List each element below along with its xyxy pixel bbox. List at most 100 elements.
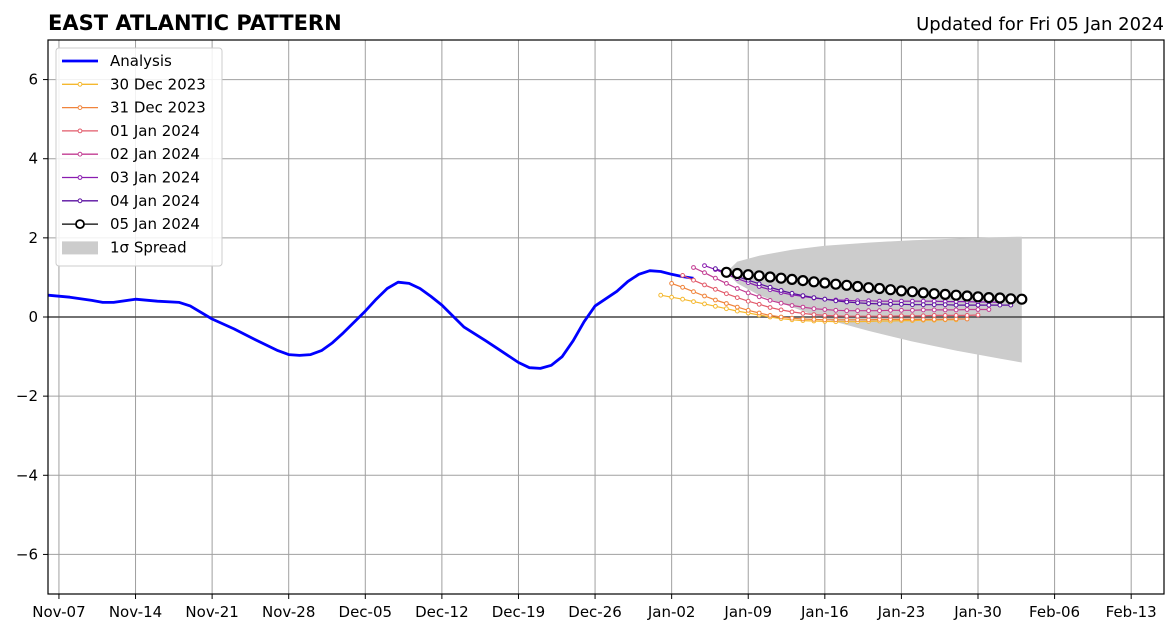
forecast-point — [888, 313, 893, 319]
forecast-point — [928, 288, 940, 300]
legend-marker — [77, 105, 83, 110]
forecast-point — [658, 292, 664, 298]
forecast-point — [767, 305, 773, 310]
forecast-point — [1016, 293, 1028, 305]
forecast-point — [931, 307, 937, 313]
forecast-point — [691, 277, 696, 283]
forecast-point — [669, 281, 674, 286]
x-tick-label: Dec-05 — [339, 603, 393, 621]
spread-band — [726, 236, 1022, 363]
forecast-point — [764, 271, 776, 283]
forecast-point — [931, 302, 937, 308]
forecast-point — [942, 302, 948, 308]
forecast-point — [691, 289, 696, 295]
x-tick-label: Jan-23 — [877, 603, 926, 621]
forecast-point — [811, 295, 817, 301]
legend-marker — [77, 151, 83, 157]
forecast-point — [734, 304, 740, 310]
forecast-point — [950, 289, 962, 301]
x-tick-label: Nov-28 — [262, 603, 315, 621]
forecast-point — [702, 263, 707, 269]
legend: Analysis 30 Dec 2023 31 Dec 2023 01 Jan 202… — [55, 47, 223, 267]
forecast-point — [822, 296, 828, 302]
forecast-point — [851, 280, 864, 293]
chart-title: EAST ATLANTIC PATTERN — [48, 11, 342, 35]
forecast-point — [942, 313, 948, 318]
forecast-point — [866, 301, 871, 306]
forecast-point — [942, 307, 948, 313]
forecast-point — [789, 309, 795, 315]
forecast-point — [669, 294, 674, 300]
forecast-point — [994, 292, 1006, 304]
forecast-point — [691, 265, 696, 270]
forecast-point — [800, 316, 806, 322]
forecast-point — [822, 317, 828, 323]
forecast-point — [983, 292, 995, 304]
forecast-point — [866, 313, 871, 319]
forecast-point — [680, 296, 685, 302]
legend-marker — [75, 219, 85, 230]
forecast-point — [961, 290, 973, 302]
forecast-point — [811, 312, 817, 318]
forecast-point — [713, 303, 718, 309]
forecast-point — [786, 273, 798, 285]
forecast-point — [800, 311, 806, 316]
forecast-point — [972, 291, 984, 303]
forecast-line — [715, 268, 1011, 306]
forecast-series — [680, 273, 981, 319]
x-tick-label: Nov-21 — [185, 603, 238, 621]
forecast-point — [742, 269, 754, 281]
forecast-line — [671, 282, 968, 321]
forecast-point — [844, 299, 850, 305]
forecast-point — [778, 288, 784, 293]
forecast-point — [844, 308, 850, 314]
analysis-series-layer — [47, 269, 694, 370]
x-tick-label: Feb-13 — [1106, 603, 1157, 621]
forecast-point — [953, 302, 959, 308]
x-tick-label: Jan-09 — [723, 603, 772, 621]
forecast-point — [731, 267, 743, 280]
forecast-point — [964, 302, 970, 308]
y-tick-label: −4 — [16, 466, 38, 484]
legend-label: 02 Jan 2024 — [110, 145, 200, 163]
forecast-point — [841, 279, 853, 291]
forecast-point — [910, 313, 915, 319]
forecast-point — [724, 301, 729, 306]
legend-label: 30 Dec 2023 — [110, 75, 206, 93]
forecast-point — [819, 277, 831, 289]
forecast-point — [920, 302, 926, 308]
forecast-point — [953, 307, 959, 313]
forecast-line — [693, 266, 989, 312]
forecast-point — [964, 307, 970, 312]
x-tick-label: Jan-16 — [800, 603, 849, 621]
forecast-point — [680, 273, 685, 278]
forecast-point — [942, 317, 948, 322]
forecast-point — [680, 284, 685, 290]
forecast-point — [745, 298, 751, 304]
forecast-point — [884, 284, 897, 296]
forecast-point — [855, 308, 860, 314]
forecast-point — [756, 301, 762, 307]
x-tick-label: Dec-26 — [568, 603, 622, 621]
forecast-point — [833, 298, 839, 304]
forecast-point — [877, 301, 882, 307]
spread-band-layer — [726, 236, 1022, 363]
forecast-point — [775, 272, 787, 284]
x-axis: Nov-07 Nov-14 Nov-21 Nov-28 Dec-05 Dec-12 Dec-… — [32, 594, 1157, 621]
forecast-point — [986, 307, 992, 312]
forecast-point — [702, 301, 707, 307]
forecast-point — [833, 313, 839, 319]
forecast-point — [910, 307, 915, 313]
forecast-point — [789, 315, 795, 321]
forecast-series — [720, 266, 1028, 305]
forecast-point — [899, 313, 904, 319]
forecast-point — [873, 282, 886, 295]
forecast-point — [855, 313, 860, 319]
forecast-point — [756, 294, 762, 300]
analysis-line — [47, 269, 694, 370]
forecast-point — [822, 307, 828, 312]
forecast-point — [734, 286, 740, 291]
forecast-series-layer — [658, 263, 1028, 325]
forecast-line — [660, 294, 957, 323]
